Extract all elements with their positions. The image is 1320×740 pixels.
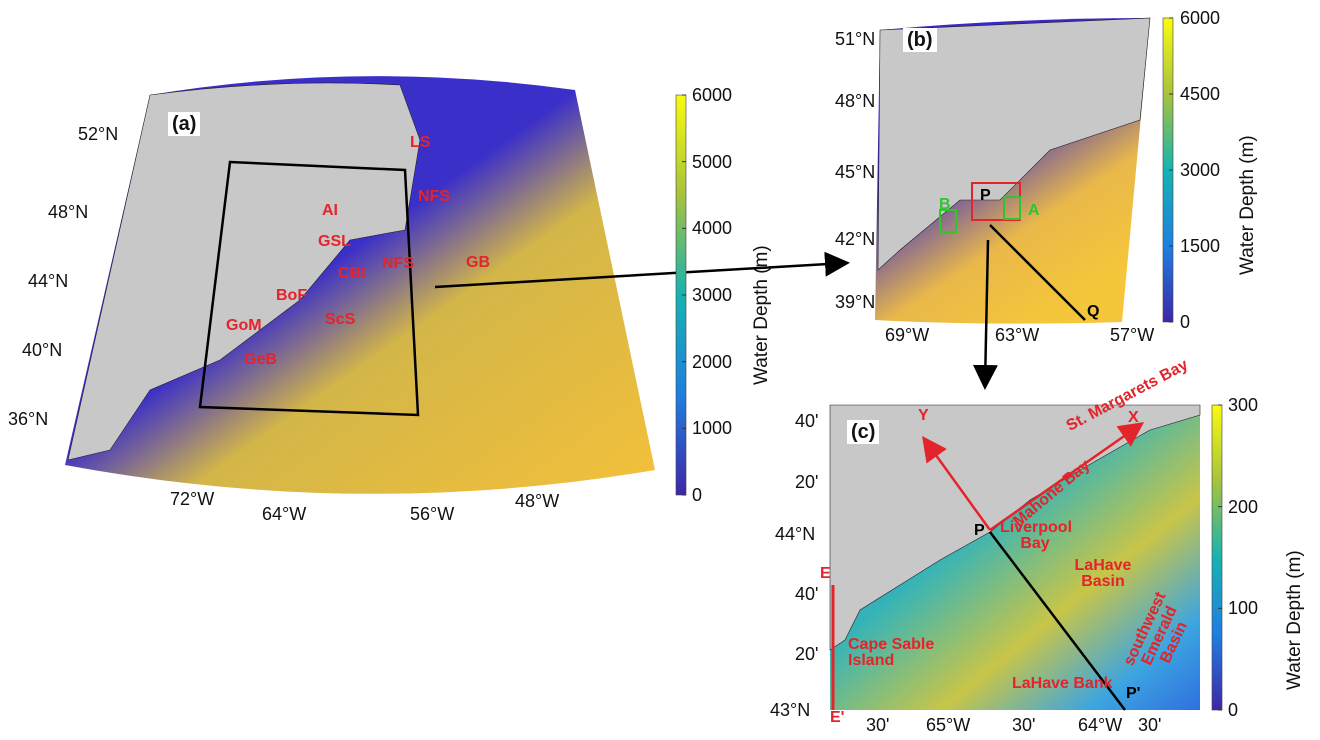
place-label: LaHave Basin — [1068, 558, 1138, 590]
colorbar — [1212, 405, 1222, 710]
tick-label: 3000 — [1180, 161, 1220, 179]
tick-label: 56°W — [410, 505, 454, 523]
tick-label: 64°W — [1078, 716, 1122, 734]
tick-label: 48°W — [515, 492, 559, 510]
panel-label: (c) — [847, 420, 879, 444]
colorbar-title: Water Depth (m) — [752, 245, 771, 385]
tick-label: 43°N — [770, 701, 810, 719]
place-label: B — [939, 197, 951, 213]
place-label: Cape Sable Island — [848, 637, 958, 669]
tick-label: 40' — [795, 412, 818, 430]
place-label: A — [1028, 203, 1040, 219]
tick-label: 30' — [1138, 716, 1161, 734]
place-label: Liverpool Bay — [1000, 520, 1070, 552]
tick-label: 0 — [692, 486, 702, 504]
tick-label: 300 — [1228, 396, 1258, 414]
tick-label: 51°N — [835, 30, 875, 48]
colorbar-title: Water Depth (m) — [1238, 135, 1257, 275]
tick-label: 4500 — [1180, 85, 1220, 103]
place-label: LS — [410, 135, 430, 151]
place-label: LaHave Bank — [1012, 676, 1113, 692]
place-label: AI — [322, 203, 338, 219]
tick-label: 2000 — [692, 353, 732, 371]
place-label: Y — [918, 408, 929, 424]
tick-label: 0 — [1180, 313, 1190, 331]
tick-label: 57°W — [1110, 326, 1154, 344]
tick-label: 1500 — [1180, 237, 1220, 255]
tick-label: 36°N — [8, 410, 48, 428]
place-label: P — [974, 523, 985, 539]
tick-label: 30' — [866, 716, 889, 734]
tick-label: 3000 — [692, 286, 732, 304]
tick-label: 72°W — [170, 490, 214, 508]
tick-label: 65°W — [926, 716, 970, 734]
tick-label: 200 — [1228, 498, 1258, 516]
tick-label: 48°N — [48, 203, 88, 221]
place-label: ScS — [325, 312, 355, 328]
tick-label: 63°W — [995, 326, 1039, 344]
maps — [0, 0, 1320, 740]
tick-label: 44°N — [28, 272, 68, 290]
tick-label: 44°N — [775, 525, 815, 543]
tick-label: 69°W — [885, 326, 929, 344]
place-label: GB — [466, 255, 490, 271]
place-label: NFS — [382, 256, 414, 272]
figure: (a) 52°N 48°N 44°N 40°N 36°N 72°W 64°W 56°W 48°W L… — [0, 0, 1320, 740]
tick-label: 4000 — [692, 219, 732, 237]
tick-label: 48°N — [835, 92, 875, 110]
place-label: CBI — [338, 266, 366, 282]
place-label: E' — [830, 710, 844, 726]
tick-label: 0 — [1228, 701, 1238, 719]
tick-label: 20' — [795, 645, 818, 663]
tick-label: 40°N — [22, 341, 62, 359]
place-label: X — [1128, 410, 1139, 426]
tick-label: 1000 — [692, 419, 732, 437]
tick-label: 30' — [1012, 716, 1035, 734]
tick-label: 52°N — [78, 125, 118, 143]
colorbar-title: Water Depth (m) — [1285, 550, 1304, 690]
place-label: GeB — [244, 352, 277, 368]
panel-label: (b) — [903, 28, 937, 52]
place-label: P — [980, 188, 991, 204]
tick-label: 42°N — [835, 230, 875, 248]
tick-label: 45°N — [835, 163, 875, 181]
tick-label: 64°W — [262, 505, 306, 523]
panel-label: (a) — [168, 112, 200, 136]
tick-label: 20' — [795, 473, 818, 491]
tick-label: 100 — [1228, 599, 1258, 617]
place-label: GSL — [318, 234, 351, 250]
tick-label: 5000 — [692, 153, 732, 171]
place-label: NFS — [418, 189, 450, 205]
place-label: GoM — [226, 318, 262, 334]
tick-label: 6000 — [692, 86, 732, 104]
place-label: BoF — [276, 288, 307, 304]
tick-label: 39°N — [835, 293, 875, 311]
place-label: P' — [1126, 686, 1140, 702]
tick-label: 40' — [795, 585, 818, 603]
tick-label: 6000 — [1180, 9, 1220, 27]
place-label: Q — [1087, 304, 1099, 320]
place-label: E — [820, 566, 831, 582]
